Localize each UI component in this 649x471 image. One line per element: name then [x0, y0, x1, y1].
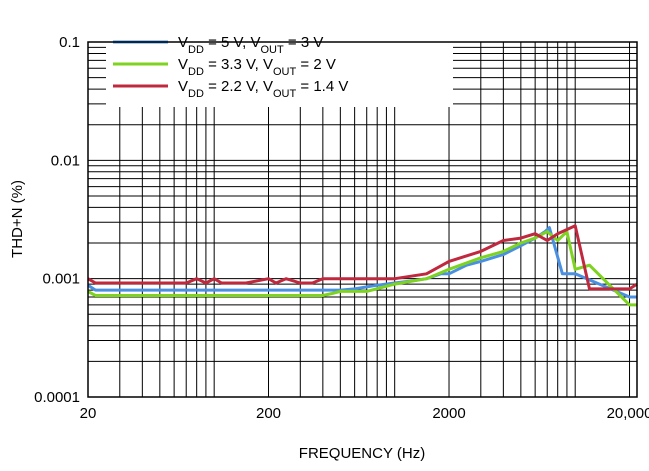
- series-lines: [87, 224, 638, 307]
- legend-label-3: VDD = 2.2 V, VOUT = 1.4 V: [178, 78, 348, 100]
- x-tick-label: 2000: [432, 405, 465, 422]
- series-line-3: [87, 224, 638, 291]
- series-line-2: [87, 230, 637, 307]
- x-tick-label: 20: [80, 405, 97, 422]
- tick-labels: 20 200 2000 20,000 0.1 0.01 0.001 0.0001: [34, 34, 649, 422]
- y-axis-label: THD+N (%): [9, 180, 26, 258]
- x-axis-label: FREQUENCY (Hz): [299, 445, 425, 462]
- y-tick-label: 0.0001: [34, 389, 80, 406]
- plot-frame: [87, 41, 638, 398]
- y-tick-label: 0.01: [51, 152, 80, 169]
- y-tick-label: 0.1: [59, 34, 80, 51]
- y-tick-label: 0.001: [42, 271, 80, 288]
- legend-label-2: VDD = 3.3 V, VOUT = 2 V: [178, 56, 336, 78]
- x-tick-label: 20,000: [607, 405, 649, 422]
- x-tick-label: 200: [256, 405, 281, 422]
